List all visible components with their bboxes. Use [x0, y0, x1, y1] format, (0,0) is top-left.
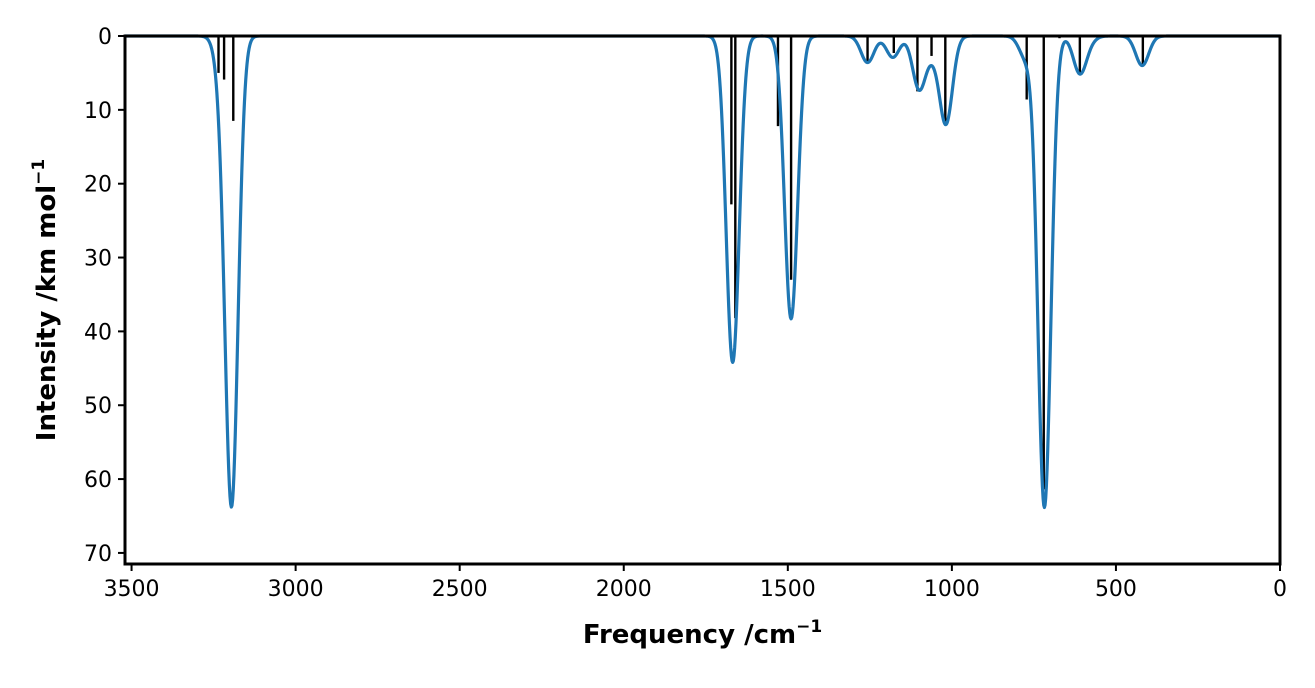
x-axis-title-text: Frequency /cm	[583, 620, 796, 650]
x-axis-title-superscript: −1	[796, 617, 822, 637]
x-tick-label: 3000	[268, 577, 324, 602]
y-tick-label: 70	[84, 542, 112, 567]
y-tick-label: 10	[84, 99, 112, 124]
y-tick-label: 20	[84, 173, 112, 198]
broadened-spectrum-curve	[124, 34, 1281, 510]
x-tick-label: 2500	[432, 577, 488, 602]
y-axis-title-superscript: −1	[29, 159, 49, 185]
y-tick-label: 50	[84, 394, 112, 419]
x-tick-label: 500	[1095, 577, 1137, 602]
stick-spectrum	[217, 36, 1145, 490]
y-tick-label: 40	[84, 320, 112, 345]
y-axis-title: Intensity /km mol−1	[29, 159, 62, 441]
y-tick-label: 60	[84, 468, 112, 493]
y-axis-ticks: 0 10 20 30 40 50 60 70	[84, 25, 125, 567]
x-axis-ticks: 3500 3000 2500 2000 1500 1000 500 0	[104, 564, 1287, 602]
x-tick-label: 1000	[924, 577, 980, 602]
x-tick-label: 2000	[596, 577, 652, 602]
x-tick-label: 0	[1273, 577, 1287, 602]
x-axis-title: Frequency /cm−1	[583, 617, 822, 650]
y-axis-title-text: Intensity /km mol	[32, 185, 62, 441]
x-tick-label: 3500	[104, 577, 160, 602]
y-tick-label: 0	[98, 25, 112, 50]
x-tick-label: 1500	[760, 577, 816, 602]
y-tick-label: 30	[84, 247, 112, 272]
plot-frame	[123, 34, 1282, 566]
